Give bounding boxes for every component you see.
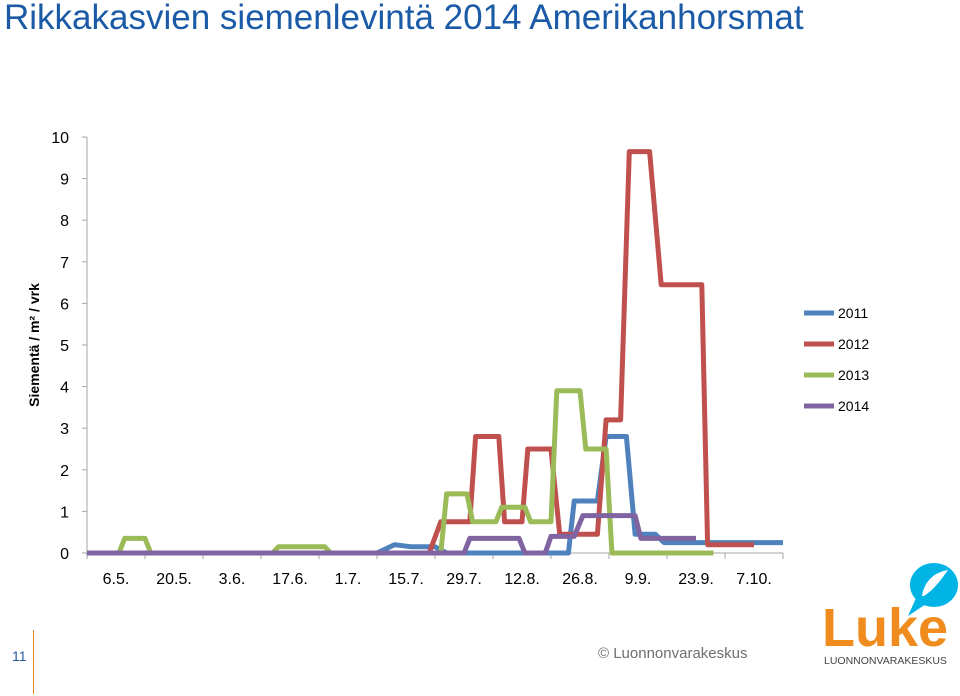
x-tick-label: 29.7.: [446, 571, 482, 588]
y-tick-label: 7: [60, 255, 69, 272]
series-line-2012: [365, 149, 754, 556]
y-tick-label: 5: [60, 338, 69, 355]
y-tick-label: 3: [60, 421, 69, 438]
y-tick-label: 2: [60, 463, 69, 480]
y-axis-label: Siementä / m² / vrk: [26, 283, 42, 407]
x-axis: 6.5. 20.5. 3.6. 17.6. 1.7. 15.7. 29.7. 12.8. 26.…: [86, 552, 784, 588]
y-tick-label: 4: [60, 380, 69, 397]
y-tick-label: 6: [60, 296, 69, 313]
x-tick-label: 23.9.: [678, 571, 714, 588]
x-tick-label: 9.9.: [625, 571, 652, 588]
y-tick-label: 10: [51, 130, 69, 147]
y-axis-ticks: 0 1 2 3 4 5 6 7 8 9 10: [51, 130, 87, 563]
luke-logo: Luke LUONNONVARAKESKUS: [822, 563, 958, 667]
y-tick-label: 0: [60, 546, 69, 563]
slide-title: Rikkakasvien siemenlevintä 2014 Amerikan…: [4, 0, 804, 37]
x-tick-label: 17.6.: [272, 571, 308, 588]
logo-subtitle: LUONNONVARAKESKUS: [824, 655, 947, 667]
logo-word: Luke: [822, 598, 948, 658]
legend-label-2013: 2013: [838, 367, 869, 383]
x-tick-label: 15.7.: [388, 571, 424, 588]
y-tick-label: 9: [60, 172, 69, 189]
x-tick-label: 26.8.: [562, 571, 598, 588]
legend-label-2011: 2011: [838, 305, 868, 321]
x-tick-label: 6.5.: [103, 571, 130, 588]
x-tick-label: 12.8.: [504, 571, 540, 588]
y-tick-label: 1: [60, 504, 69, 521]
x-tick-label: 3.6.: [219, 571, 246, 588]
legend-label-2012: 2012: [838, 336, 869, 352]
legend-label-2014: 2014: [838, 398, 869, 414]
chart: 0 1 2 3 4 5 6 7 8 9 10 6.5. 20.5. 3.6. 17.6. 1.7. 15.7.…: [26, 130, 869, 588]
x-tick-label: 1.7.: [335, 571, 362, 588]
y-tick-label: 8: [60, 213, 69, 230]
x-tick-label: 20.5.: [156, 571, 192, 588]
copyright-notice: © Luonnonvarakeskus: [598, 645, 748, 662]
slide-number: 11: [12, 648, 27, 664]
slide-number-divider: [33, 630, 34, 694]
series-lines: [87, 149, 783, 556]
x-tick-label: 7.10.: [736, 571, 772, 588]
leaf-speech-bubble-icon: [908, 563, 958, 616]
series-line-2014: [87, 513, 696, 556]
legend: 2011 2012 2013 2014: [804, 305, 869, 414]
